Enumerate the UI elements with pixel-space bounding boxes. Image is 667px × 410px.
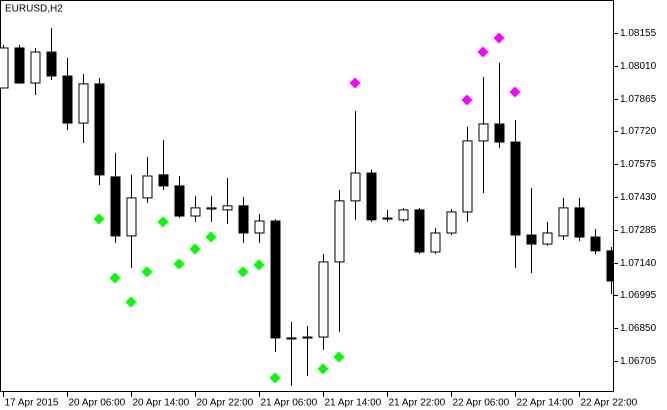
signal-marker (509, 86, 521, 98)
x-tick-label: 20 Apr 22:00 (197, 398, 254, 409)
candle-body (30, 51, 41, 84)
candle-body (446, 211, 457, 234)
signal-marker (173, 258, 185, 270)
candle-body (14, 47, 25, 84)
signal-marker (125, 296, 137, 308)
y-tick-label: 1.07575 (620, 159, 657, 170)
x-tick-label: 17 Apr 2015 (5, 398, 59, 409)
candle-body (302, 336, 313, 339)
candle-body (270, 220, 281, 339)
candle-body (174, 185, 185, 217)
signal-marker (109, 272, 121, 284)
x-tick-label: 20 Apr 06:00 (69, 398, 126, 409)
candle-body (254, 220, 265, 234)
candle-body (590, 236, 601, 252)
signal-marker (253, 259, 265, 271)
candle-body (190, 207, 201, 217)
candle-body (110, 176, 121, 237)
candle-body (606, 250, 614, 282)
x-tick-label: 21 Apr 14:00 (325, 398, 382, 409)
candle-body (94, 83, 105, 176)
y-tick-label: 1.07140 (620, 258, 657, 269)
candle-body (62, 75, 73, 124)
x-tick-label: 22 Apr 22:00 (581, 398, 638, 409)
x-tick-label: 20 Apr 14:00 (133, 398, 190, 409)
signal-marker (93, 213, 105, 225)
y-tick-label: 1.06995 (620, 290, 657, 301)
signal-marker (333, 351, 345, 363)
candle-body (158, 174, 169, 187)
y-tick-label: 1.07865 (620, 94, 657, 105)
candle-body (318, 261, 329, 338)
signal-marker (205, 231, 217, 243)
candle-body (238, 205, 249, 234)
signal-marker (157, 216, 169, 228)
candle-body (510, 141, 521, 236)
candle-body (222, 205, 233, 211)
signal-marker (477, 46, 489, 58)
candle-body (0, 47, 9, 89)
y-tick-label: 1.07430 (620, 192, 657, 203)
y-tick-label: 1.07720 (620, 126, 657, 137)
candle-body (494, 123, 505, 143)
candle-body (398, 209, 409, 221)
candle-body (414, 209, 425, 253)
candle-body (46, 51, 57, 77)
plot-area (0, 28, 614, 386)
candle-body (366, 172, 377, 221)
candle-body (478, 123, 489, 142)
y-tick-label: 1.08010 (620, 61, 657, 72)
signal-marker (237, 266, 249, 278)
candle-body (382, 217, 393, 220)
candle-body (334, 200, 345, 263)
signal-marker (269, 372, 281, 384)
signal-marker (493, 32, 505, 44)
x-tick-label: 22 Apr 14:00 (517, 398, 574, 409)
candle-body (142, 175, 153, 199)
candle-body (542, 232, 553, 245)
candle-body (78, 83, 89, 124)
y-tick-label: 1.06705 (620, 356, 657, 367)
candle-body (462, 140, 473, 213)
signal-marker (189, 243, 201, 255)
chart-title: EURUSD,H2 (5, 4, 63, 15)
x-tick-label: 22 Apr 06:00 (453, 398, 510, 409)
y-tick-label: 1.06850 (620, 323, 657, 334)
y-tick-label: 1.08155 (620, 28, 657, 39)
candle-body (430, 232, 441, 253)
candle-body (574, 207, 585, 238)
signal-marker (461, 94, 473, 106)
candle-body (286, 337, 297, 340)
candle-body (526, 234, 537, 245)
x-tick-label: 21 Apr 06:00 (261, 398, 318, 409)
x-tick-label: 21 Apr 22:00 (389, 398, 446, 409)
candle-body (350, 172, 361, 202)
candle-body (558, 207, 569, 237)
signal-marker (349, 77, 361, 89)
candle-body (206, 207, 217, 210)
signal-marker (141, 266, 153, 278)
y-tick-label: 1.07285 (620, 225, 657, 236)
candle-body (126, 197, 137, 237)
signal-marker (317, 363, 329, 375)
